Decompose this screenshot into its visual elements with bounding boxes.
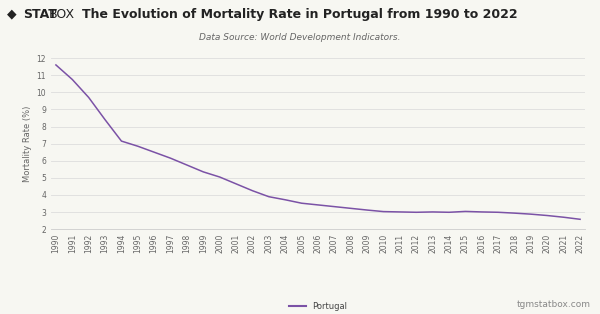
Y-axis label: Mortality Rate (%): Mortality Rate (%) [23,106,32,182]
Text: tgmstatbox.com: tgmstatbox.com [517,300,591,309]
Text: Data Source: World Development Indicators.: Data Source: World Development Indicator… [199,33,401,42]
Text: The Evolution of Mortality Rate in Portugal from 1990 to 2022: The Evolution of Mortality Rate in Portu… [82,8,518,21]
Text: BOX: BOX [49,8,76,21]
Legend: Portugal: Portugal [286,298,350,314]
Text: STAT: STAT [23,8,56,21]
Text: ◆: ◆ [7,8,17,21]
